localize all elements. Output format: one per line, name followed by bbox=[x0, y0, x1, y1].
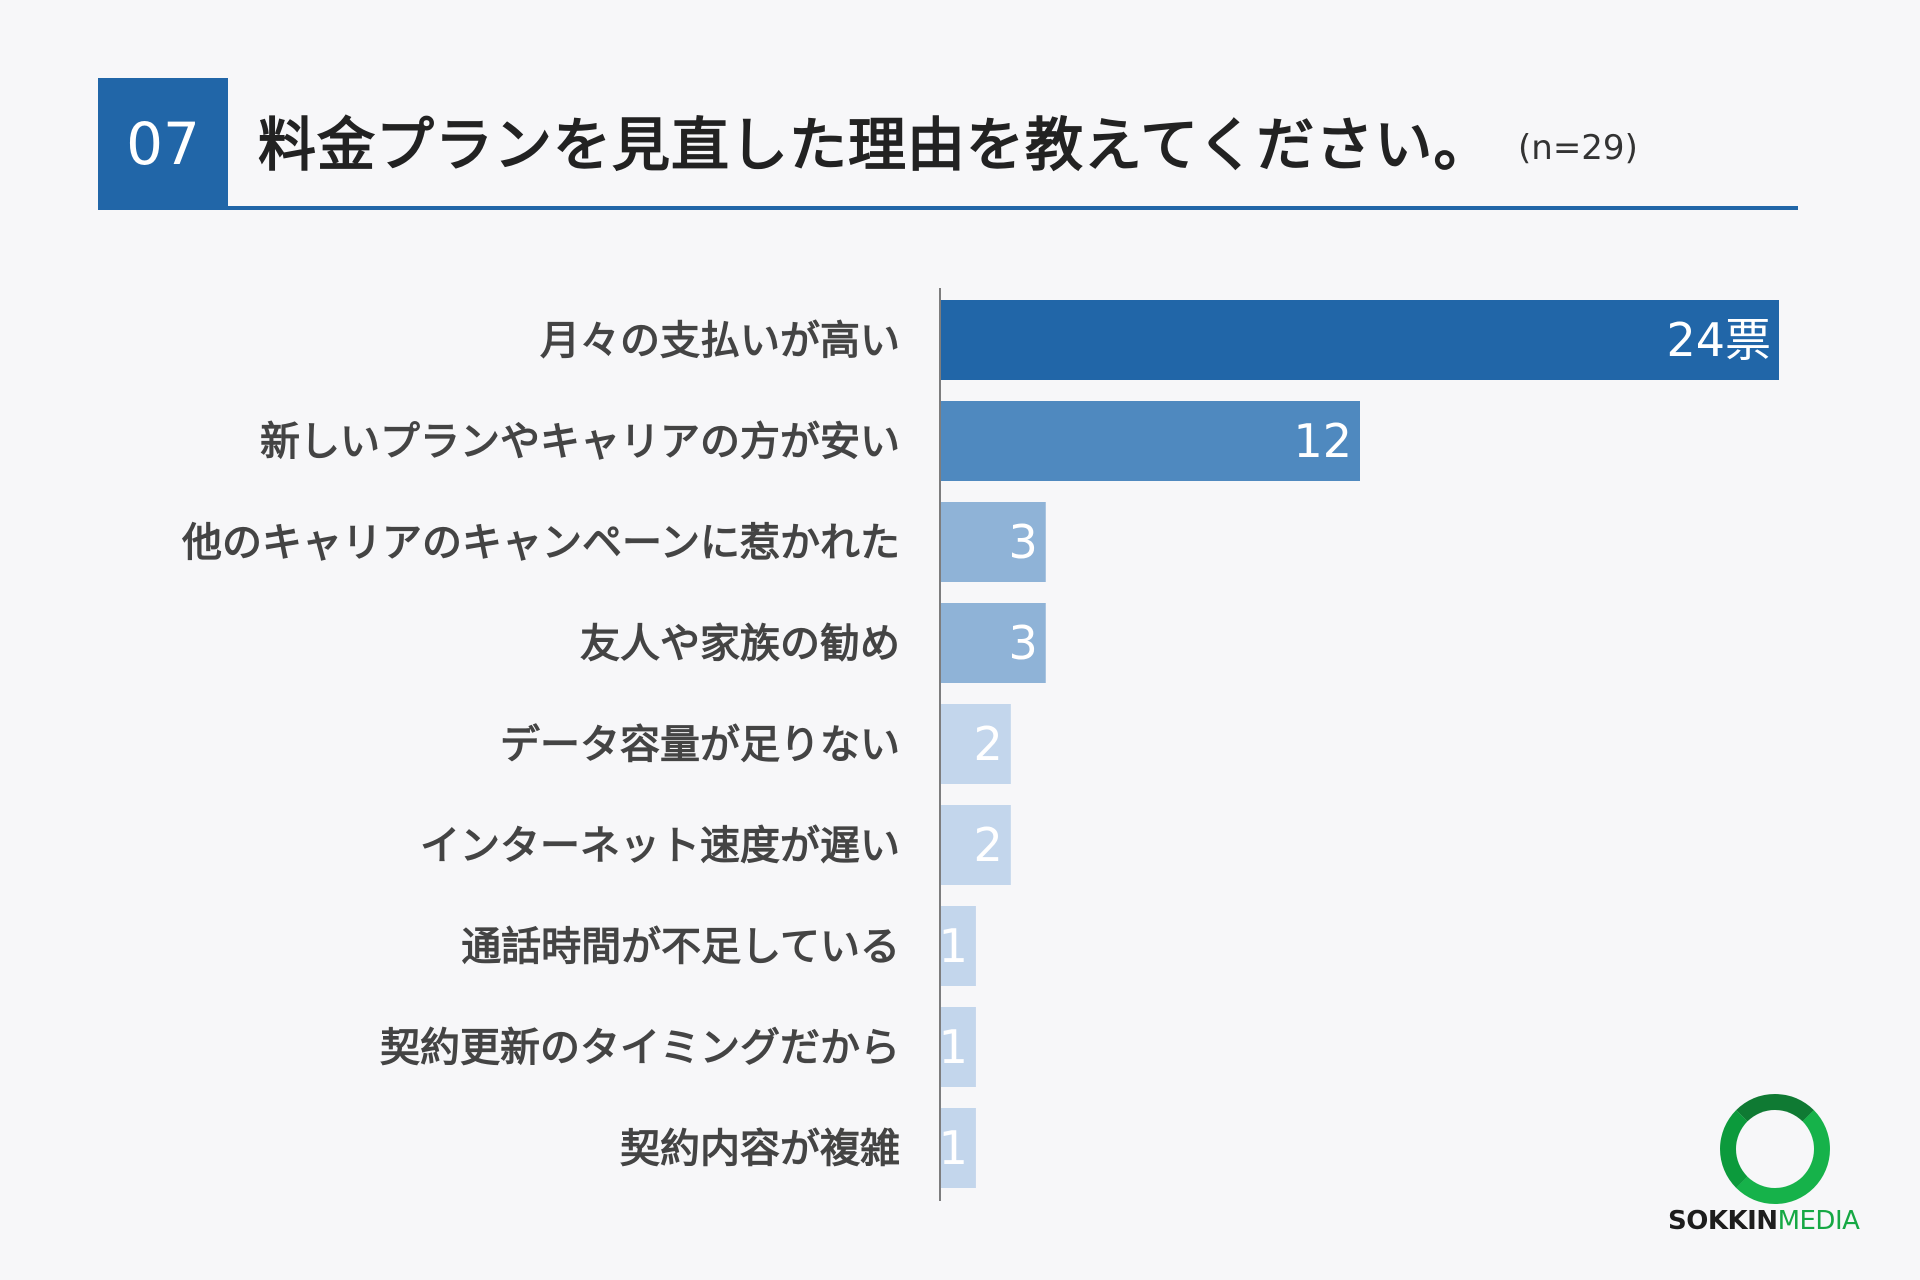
category-label: データ容量が足りない bbox=[500, 722, 900, 768]
category-label: 他のキャリアのキャンペーンに惹かれた bbox=[181, 520, 900, 566]
logo-text-part2: MEDIA bbox=[1777, 1206, 1860, 1236]
bar bbox=[941, 1108, 976, 1188]
category-label: 契約更新のタイミングだから bbox=[380, 1025, 900, 1071]
bar bbox=[941, 603, 1046, 683]
bar bbox=[941, 1007, 976, 1087]
value-label: 1 bbox=[939, 1121, 968, 1175]
value-label: 3 bbox=[1008, 616, 1037, 670]
question-number: 07 bbox=[98, 78, 228, 210]
bar bbox=[941, 401, 1360, 481]
bar bbox=[941, 704, 1011, 784]
category-label: 月々の支払いが高い bbox=[540, 318, 900, 364]
chart-header: 07 料金プランを見直した理由を教えてください。 (n=29) bbox=[98, 78, 1798, 210]
bar bbox=[941, 502, 1046, 582]
header-rule bbox=[98, 206, 1798, 210]
sample-size: (n=29) bbox=[1518, 128, 1638, 168]
value-label: 12 bbox=[1293, 414, 1352, 468]
category-label: 友人や家族の勧め bbox=[580, 621, 900, 667]
category-label: 新しいプランやキャリアの方が安い bbox=[260, 419, 900, 465]
value-label: 2 bbox=[974, 717, 1003, 771]
bar bbox=[941, 300, 1779, 380]
category-label: 通話時間が不足している bbox=[461, 924, 900, 970]
category-label: 契約内容が複雑 bbox=[620, 1126, 900, 1172]
value-label: 1 bbox=[939, 919, 968, 973]
bar bbox=[941, 906, 976, 986]
category-label: インターネット速度が遅い bbox=[420, 823, 900, 869]
logo-ring-icon bbox=[1720, 1094, 1830, 1204]
bar bbox=[941, 805, 1011, 885]
value-label: 1 bbox=[939, 1020, 968, 1074]
logo-text-part1: SOKKIN bbox=[1668, 1206, 1778, 1236]
value-label: 3 bbox=[1008, 515, 1037, 569]
chart-title: 料金プランを見直した理由を教えてください。 bbox=[258, 111, 1493, 179]
sokkin-media-logo: SOKKINMEDIA bbox=[1668, 1090, 1878, 1240]
value-label: 24票 bbox=[1666, 313, 1771, 367]
value-label: 2 bbox=[974, 818, 1003, 872]
logo-text: SOKKINMEDIA bbox=[1668, 1206, 1860, 1236]
